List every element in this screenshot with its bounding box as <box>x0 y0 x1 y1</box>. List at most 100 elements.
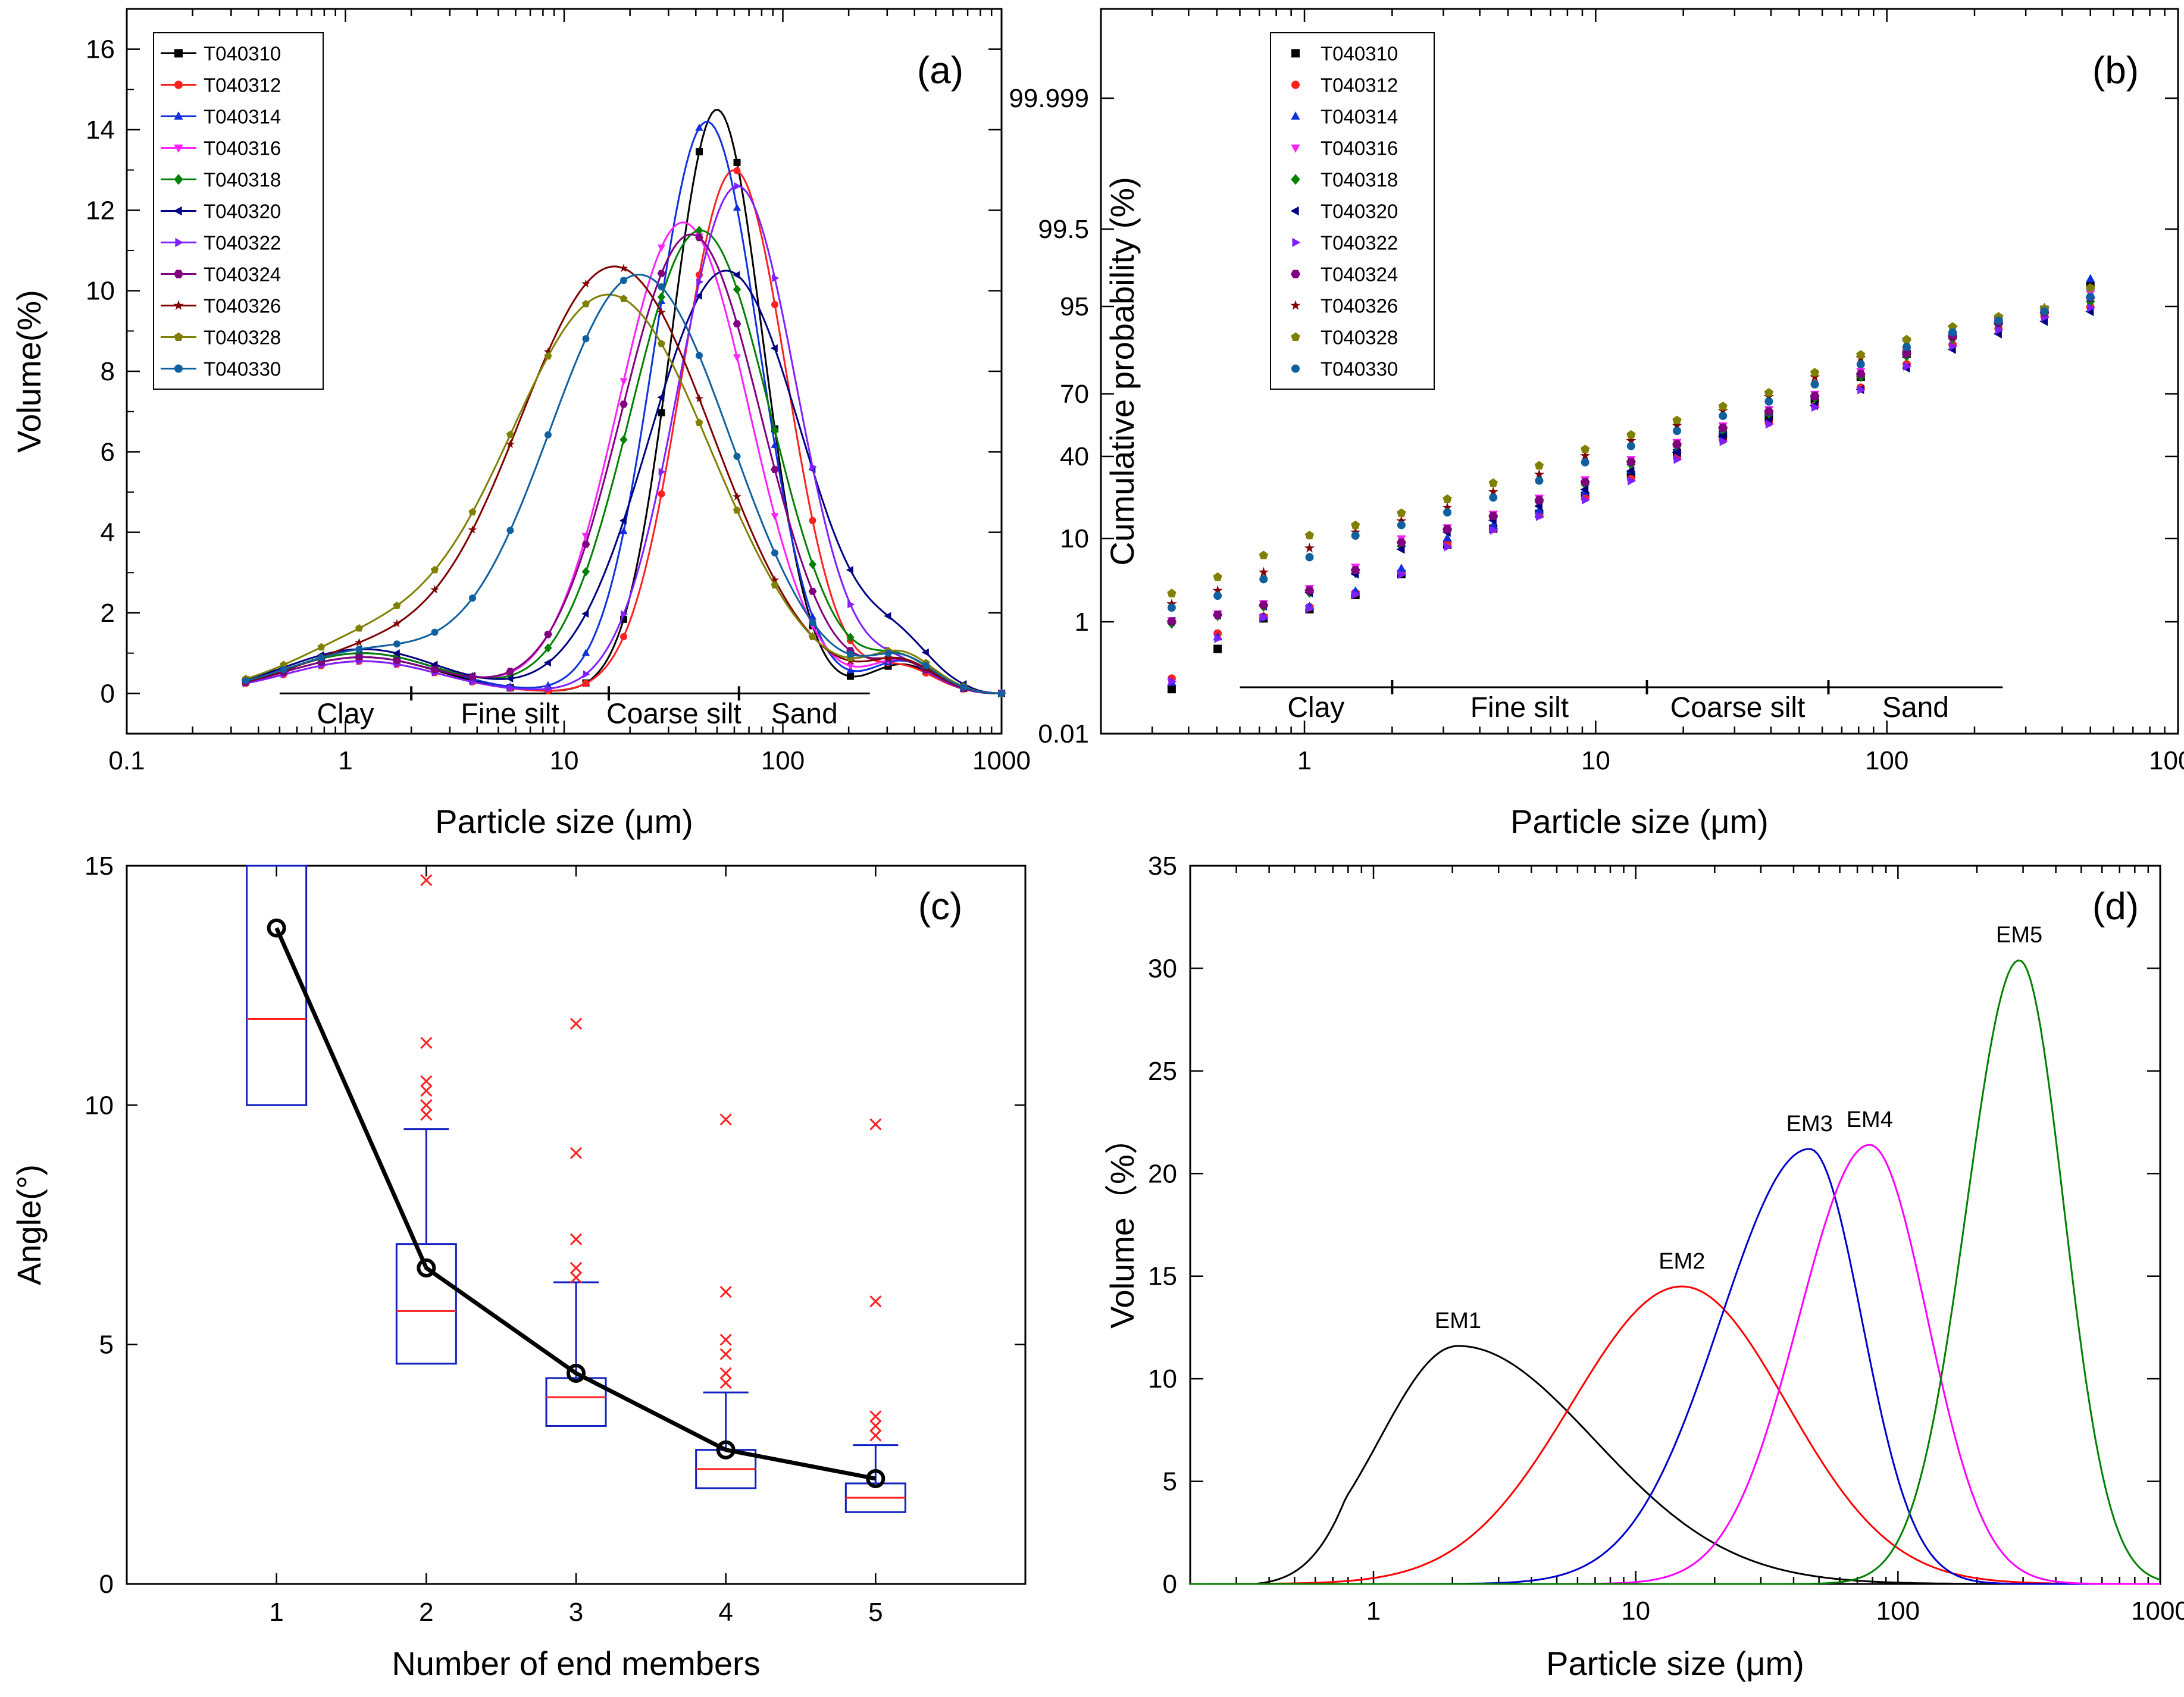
data-point <box>619 633 627 640</box>
data-point <box>583 670 590 678</box>
data-point <box>619 435 628 444</box>
data-point <box>1443 533 1452 541</box>
data-point <box>733 158 741 166</box>
data-point <box>393 640 400 648</box>
data-point <box>1166 617 1177 626</box>
data-point <box>771 549 778 557</box>
data-point <box>1672 440 1682 449</box>
outlier-marker <box>719 1286 732 1298</box>
y-tick-label: 99.999 <box>1009 84 1089 113</box>
series-line-EM2 <box>1190 1285 2160 1585</box>
y-tick-label: 4 <box>101 518 115 547</box>
data-point <box>884 612 891 620</box>
zone-label-coarse-silt: Coarse silt <box>1670 692 1806 724</box>
y-tick-label: 8 <box>101 357 115 386</box>
data-point <box>733 506 741 514</box>
data-point <box>581 279 590 288</box>
data-point <box>1397 563 1406 572</box>
x-tick-label: 1 <box>338 746 352 775</box>
data-point <box>1259 600 1269 609</box>
data-point <box>1396 538 1406 547</box>
data-point <box>1764 407 1774 416</box>
legend-marker <box>1291 80 1300 89</box>
legend-marker <box>1291 49 1300 58</box>
legend-label-T040324: T040324 <box>204 264 281 286</box>
box-2 <box>395 874 457 1365</box>
series-T040328 <box>1167 283 2095 597</box>
data-point <box>1717 432 1726 442</box>
data-point <box>1995 325 2004 335</box>
data-point <box>507 684 515 692</box>
x-axis-label: Particle size (μm) <box>1546 1645 1804 1682</box>
y-axis-label: Volume（%） <box>1103 1121 1141 1329</box>
data-point <box>545 684 553 693</box>
data-point <box>1626 435 1637 446</box>
legend-marker <box>1291 364 1300 373</box>
data-point <box>1444 542 1453 552</box>
y-tick-label: 35 <box>1148 851 1177 881</box>
data-point <box>1809 371 1820 382</box>
data-point <box>1488 478 1498 487</box>
data-point <box>621 610 628 618</box>
data-point <box>355 645 363 653</box>
data-point <box>619 277 627 284</box>
data-point <box>1856 350 1866 359</box>
outlier-marker <box>719 1376 732 1389</box>
data-point <box>884 649 892 657</box>
panel-a: 0.1 1 10 100 1000 0 2 4 6 8 10 12 14 16 Particle size … <box>10 8 1031 840</box>
data-point <box>506 430 514 439</box>
data-point <box>543 347 553 356</box>
data-point <box>1534 461 1544 470</box>
outlier-marker <box>420 874 433 887</box>
y-tick-label: 0 <box>1163 1570 1177 1599</box>
data-point <box>393 602 401 609</box>
data-point <box>1166 599 1177 609</box>
outlier-marker <box>570 1017 583 1030</box>
data-point <box>1581 458 1589 466</box>
y-tick-label: 10 <box>85 1091 114 1120</box>
legend-label-T040328: T040328 <box>1321 327 1398 349</box>
data-point <box>1719 437 1728 446</box>
data-point <box>1717 405 1728 415</box>
x-tick-label: 5 <box>868 1598 883 1627</box>
legend-marker <box>174 364 183 373</box>
mean-angle-point <box>267 918 286 938</box>
data-point <box>1580 478 1590 486</box>
data-point <box>619 295 628 302</box>
series-T040330 <box>1167 292 2095 612</box>
data-point <box>1534 496 1544 505</box>
data-point <box>355 624 363 632</box>
legend-marker <box>1290 206 1299 216</box>
data-point <box>1718 401 1728 411</box>
data-point <box>1764 397 1773 406</box>
y-axis-label: Angle(°) <box>10 1164 48 1285</box>
legend-marker <box>174 111 183 120</box>
x-tick-label: 10 <box>1581 746 1610 775</box>
x-tick-label: 0.1 <box>108 746 145 775</box>
x-axis-label: Particle size (μm) <box>1510 803 1769 840</box>
data-point <box>847 600 855 609</box>
data-point <box>998 690 1005 697</box>
data-point <box>1350 566 1360 574</box>
data-point <box>1580 450 1591 461</box>
data-point <box>1213 591 1222 600</box>
y-tick-label: 95 <box>1060 292 1089 321</box>
data-point <box>1948 328 1957 337</box>
y-tick-label: 5 <box>99 1330 114 1360</box>
panel-d: 1 10 100 1000 0 5 10 15 20 25 30 35 Particle size (μ… <box>1103 851 2184 1682</box>
data-point <box>846 650 854 658</box>
panel-label: (a) <box>917 49 963 92</box>
data-point <box>733 284 741 295</box>
data-point <box>2087 303 2096 312</box>
data-point <box>846 633 855 642</box>
data-point <box>960 683 968 691</box>
x-tick-label: 1 <box>269 1598 283 1627</box>
legend-marker <box>173 206 182 216</box>
data-point <box>771 513 779 521</box>
data-point <box>771 425 779 435</box>
data-point <box>1581 444 1590 453</box>
legend-marker <box>174 49 183 58</box>
outlier-marker <box>719 1113 732 1126</box>
box-body <box>395 1243 457 1365</box>
